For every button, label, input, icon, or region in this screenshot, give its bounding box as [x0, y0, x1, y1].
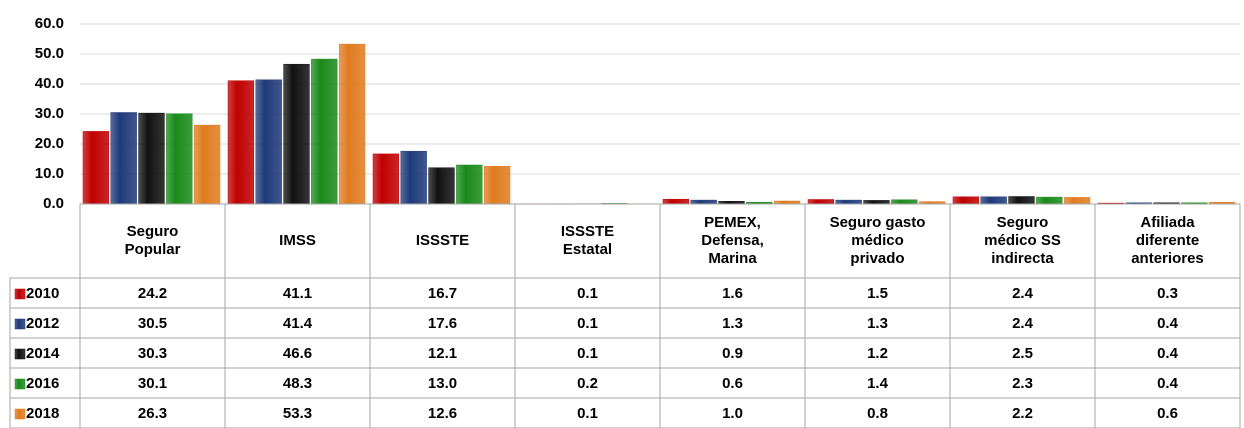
- bar: [82, 131, 110, 205]
- bar: [138, 112, 165, 205]
- bar: [807, 199, 835, 205]
- legend-swatch: [14, 318, 26, 330]
- table-value: 1.4: [867, 375, 889, 392]
- table-value: 13.0: [428, 375, 457, 392]
- table-value: 0.1: [577, 315, 598, 332]
- table-value: 1.2: [867, 345, 888, 362]
- bar: [690, 199, 717, 205]
- table-cell: [1094, 397, 1241, 428]
- legend-swatch: [14, 288, 26, 300]
- legend-swatch: [14, 378, 26, 390]
- table-value: 2.5: [1012, 345, 1033, 362]
- bar: [952, 196, 980, 205]
- table-value: 24.2: [138, 285, 167, 302]
- table-value: 0.4: [1157, 345, 1179, 362]
- legend-swatch: [14, 348, 26, 360]
- y-tick-label: 50.0: [35, 45, 64, 62]
- table-value: 0.4: [1157, 315, 1179, 332]
- table-value: 30.1: [138, 375, 167, 392]
- table-value: 46.6: [283, 345, 312, 362]
- y-tick-label: 60.0: [35, 15, 64, 32]
- table-value: 2.3: [1012, 375, 1033, 392]
- table-value: 0.9: [722, 345, 743, 362]
- legend-label: 2012: [26, 315, 59, 332]
- legend-label: 2014: [26, 345, 60, 362]
- bar: [110, 112, 137, 205]
- bar: [1036, 196, 1063, 205]
- table-value: 0.8: [867, 405, 888, 422]
- table-value: 1.0: [722, 405, 743, 422]
- table-value: 26.3: [138, 405, 167, 422]
- table-value: 12.6: [428, 405, 457, 422]
- table-value: 0.3: [1157, 285, 1178, 302]
- table-value: 30.3: [138, 345, 167, 362]
- table-value: 30.5: [138, 315, 167, 332]
- table-value: 1.5: [867, 285, 888, 302]
- bar: [1063, 197, 1091, 205]
- bar: [166, 113, 193, 205]
- table-value: 41.1: [283, 285, 312, 302]
- y-tick-label: 20.0: [35, 135, 64, 152]
- bar: [227, 80, 255, 205]
- category-label: PEMEX, Defensa, Marina: [701, 214, 764, 267]
- table-value: 48.3: [283, 375, 312, 392]
- table-value: 2.4: [1012, 285, 1034, 302]
- y-tick-label: 40.0: [35, 75, 64, 92]
- table-value: 12.1: [428, 345, 457, 362]
- legend-label: 2018: [26, 405, 59, 422]
- table-value: 2.2: [1012, 405, 1033, 422]
- table-value: 0.1: [577, 285, 598, 302]
- table-value: 0.1: [577, 405, 598, 422]
- category-label: Afiliada diferente anteriores: [1131, 214, 1204, 267]
- bar: [311, 58, 338, 205]
- category-label: ISSSTE: [416, 232, 469, 249]
- table-value: 0.6: [722, 375, 743, 392]
- bar: [400, 150, 427, 205]
- bar: [483, 165, 511, 205]
- y-tick-label: 10.0: [35, 165, 64, 182]
- bar: [980, 196, 1007, 205]
- table-value: 2.4: [1012, 315, 1034, 332]
- table-value: 0.6: [1157, 405, 1178, 422]
- category-label: Seguro Popular: [125, 223, 181, 258]
- table-value: 1.3: [722, 315, 743, 332]
- bar: [338, 43, 366, 205]
- bar: [891, 199, 918, 205]
- table-value: 41.4: [283, 315, 313, 332]
- legend-swatch: [14, 408, 26, 420]
- table-value: 1.3: [867, 315, 888, 332]
- y-tick-label: 30.0: [35, 105, 64, 122]
- bar: [255, 79, 282, 205]
- y-tick-label: 0.0: [43, 195, 64, 212]
- bar: [283, 63, 310, 205]
- category-label: ISSSTE Estatal: [561, 223, 614, 258]
- table-value: 17.6: [428, 315, 457, 332]
- bar: [456, 164, 483, 205]
- table-value: 1.6: [722, 285, 743, 302]
- bar: [863, 200, 890, 205]
- category-label: Seguro médico SS indirecta: [984, 214, 1061, 267]
- category-label: Seguro gasto médico privado: [830, 214, 926, 267]
- table-value: 0.2: [577, 375, 598, 392]
- bar: [193, 124, 221, 205]
- bar: [835, 199, 862, 205]
- legend-label: 2010: [26, 285, 59, 302]
- table-value: 53.3: [283, 405, 312, 422]
- bar: [428, 167, 455, 205]
- bar: [372, 153, 400, 205]
- category-label: IMSS: [279, 232, 316, 249]
- table-value: 16.7: [428, 285, 457, 302]
- table-value: 0.1: [577, 345, 598, 362]
- table-value: 0.4: [1157, 375, 1179, 392]
- bar: [662, 198, 690, 205]
- legend-label: 2016: [26, 375, 59, 392]
- bar: [1008, 196, 1035, 205]
